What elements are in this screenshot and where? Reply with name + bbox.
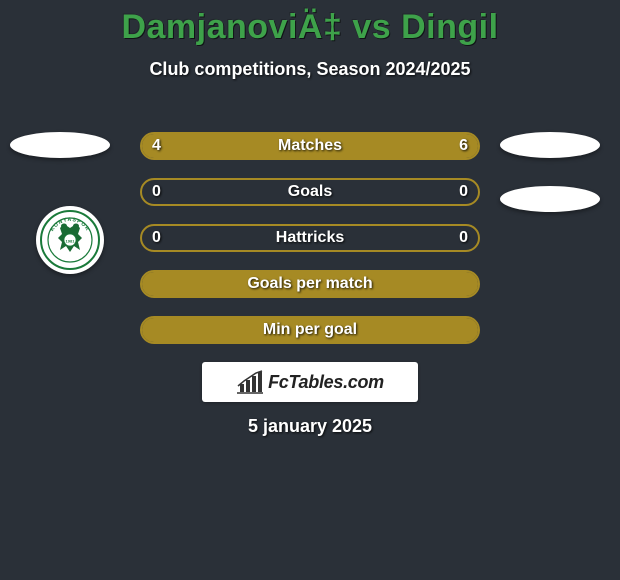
badge-year: 1981 <box>66 239 76 244</box>
date-text: 5 january 2025 <box>0 416 620 437</box>
bar-right-value: 6 <box>459 137 468 155</box>
stat-bars: 4 6 Matches 0 0 Goals 0 0 Hattricks Goals per mat… <box>140 132 480 362</box>
chart-icon <box>236 370 264 394</box>
stat-bar-goals: 0 0 Goals <box>140 178 480 206</box>
stat-bar-goals-per-match: Goals per match <box>140 270 480 298</box>
page-title: DamjanoviÄ‡ vs Dingil <box>0 8 620 47</box>
bar-right-value: 0 <box>459 183 468 201</box>
attribution-text: FcTables.com <box>268 372 384 393</box>
attribution-box: FcTables.com <box>202 362 418 402</box>
player-right-avatar-2 <box>500 186 600 212</box>
bar-fill-left <box>142 134 276 158</box>
player-right-avatar-1 <box>500 132 600 158</box>
bar-left-value: 0 <box>152 229 161 247</box>
club-badge: 1981 KONYASPOR <box>36 206 104 274</box>
bar-left-value: 0 <box>152 183 161 201</box>
page-subtitle: Club competitions, Season 2024/2025 <box>0 59 620 80</box>
bar-label: Goals <box>288 183 332 201</box>
bar-left-value: 4 <box>152 137 161 155</box>
stat-bar-min-per-goal: Min per goal <box>140 316 480 344</box>
stat-bar-matches: 4 6 Matches <box>140 132 480 160</box>
bar-label: Matches <box>278 137 342 155</box>
stat-bar-hattricks: 0 0 Hattricks <box>140 224 480 252</box>
bar-right-value: 0 <box>459 229 468 247</box>
player-left-avatar <box>10 132 110 158</box>
bar-label: Goals per match <box>247 275 372 293</box>
bar-label: Hattricks <box>276 229 344 247</box>
bar-label: Min per goal <box>263 321 357 339</box>
